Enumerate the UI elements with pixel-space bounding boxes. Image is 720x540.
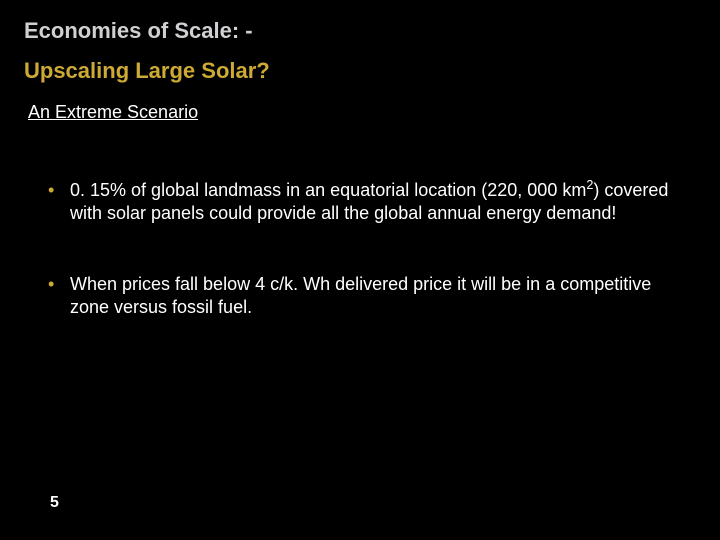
slide: Economies of Scale: - Upscaling Large So…: [0, 0, 720, 540]
title-line-2: Upscaling Large Solar?: [24, 58, 696, 84]
list-item: 0. 15% of global landmass in an equatori…: [48, 179, 686, 225]
list-item: When prices fall below 4 c/k. Wh deliver…: [48, 273, 686, 319]
title-line-1: Economies of Scale: -: [24, 18, 696, 44]
page-number: 5: [50, 494, 59, 512]
bullet-list: 0. 15% of global landmass in an equatori…: [24, 179, 696, 319]
bullet-text-pre: When prices fall below 4 c/k. Wh deliver…: [70, 274, 651, 317]
subheading: An Extreme Scenario: [28, 102, 696, 123]
bullet-text-pre: 0. 15% of global landmass in an equatori…: [70, 180, 586, 200]
